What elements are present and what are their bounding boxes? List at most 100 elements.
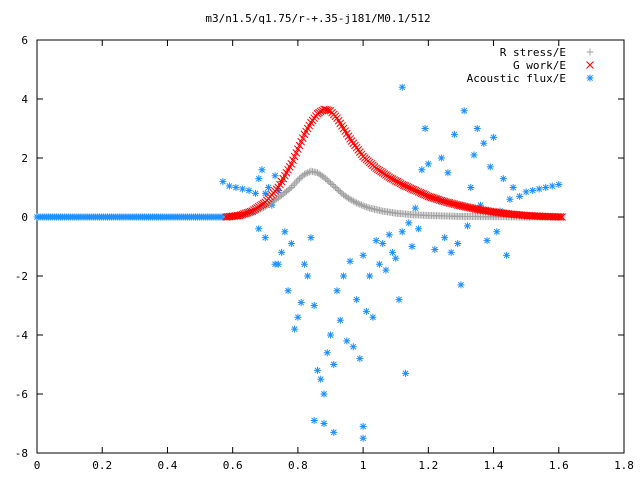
data-point (336, 188, 344, 196)
data-point (327, 331, 334, 339)
data-point (366, 272, 374, 280)
data-point (509, 184, 517, 191)
data-point (542, 184, 550, 191)
y-tick-label: 0 (21, 211, 28, 224)
data-point (372, 237, 380, 245)
data-point (331, 184, 339, 191)
data-point (385, 231, 393, 239)
data-point (556, 213, 565, 221)
data-point (558, 213, 566, 221)
data-point (359, 251, 367, 259)
data-point (437, 154, 445, 162)
data-point (353, 199, 361, 207)
data-point (313, 366, 321, 374)
data-point (346, 195, 354, 203)
data-point (499, 175, 507, 183)
data-point (330, 361, 338, 368)
x-tick-label: 1.8 (614, 459, 634, 472)
series-1 (222, 105, 566, 221)
data-point (402, 369, 410, 377)
data-point (415, 225, 423, 233)
data-point (297, 173, 305, 181)
data-point (408, 243, 416, 250)
data-point (450, 130, 458, 138)
data-point (359, 434, 367, 442)
data-point (382, 266, 390, 274)
data-point (398, 83, 406, 91)
data-point (340, 272, 348, 280)
data-point (327, 179, 334, 187)
data-point (343, 337, 351, 345)
marks (33, 83, 566, 442)
data-point (300, 260, 308, 268)
data-point (357, 201, 365, 209)
data-point (304, 169, 312, 177)
data-point (405, 219, 413, 227)
data-point (320, 390, 328, 398)
data-point (320, 173, 328, 181)
data-point (516, 192, 524, 200)
data-point (490, 133, 498, 141)
data-point (286, 185, 294, 193)
data-point (251, 189, 259, 197)
y-tick-label: -4 (15, 329, 29, 342)
data-point (232, 184, 240, 191)
data-point (255, 225, 263, 233)
data-point (333, 287, 341, 295)
x-tick-label: 0.8 (288, 459, 308, 472)
data-point (375, 260, 383, 268)
data-point (398, 228, 406, 236)
data-point (470, 151, 478, 159)
plot-frame (36, 39, 625, 454)
data-point (395, 296, 403, 304)
data-point (261, 189, 269, 197)
legend-marker (586, 48, 594, 56)
y-tick-label: 4 (21, 93, 28, 106)
data-point (281, 228, 289, 236)
data-point (503, 251, 511, 259)
data-point (361, 202, 369, 210)
data-point (444, 169, 452, 177)
x-tick-label: 0.4 (158, 459, 178, 472)
data-point (431, 245, 439, 253)
x-tick-label: 1.4 (484, 459, 504, 472)
legend-label: G work/E (513, 59, 566, 72)
y-tick-label: -6 (15, 388, 28, 401)
data-point (258, 166, 266, 174)
data-point (336, 316, 344, 324)
data-point (362, 203, 370, 211)
data-point (535, 185, 543, 193)
data-point (362, 307, 370, 315)
x-tick-label: 0 (34, 459, 41, 472)
data-point (369, 313, 377, 321)
data-point (323, 349, 331, 357)
axes: 0 0.2 0.4 0.6 0.8 1 1.2 1.4 1.6 1.8 6 4 2 0 -2 -4 -6 -8 (15, 34, 634, 472)
data-point (261, 234, 269, 242)
data-point (325, 178, 333, 186)
data-point (245, 186, 253, 194)
data-point (328, 181, 336, 189)
data-point (325, 106, 333, 115)
data-point (349, 197, 357, 205)
data-point (291, 180, 299, 188)
data-point (483, 237, 491, 245)
data-point (467, 184, 475, 191)
data-point (529, 186, 537, 194)
legend-label: R stress/E (500, 46, 566, 59)
data-point (353, 296, 361, 304)
data-point (493, 228, 501, 236)
data-point (480, 139, 488, 147)
data-point (330, 428, 338, 436)
x-tick-label: 0.2 (92, 459, 112, 472)
data-point (359, 202, 367, 210)
data-point (330, 182, 338, 190)
data-point (392, 254, 400, 262)
data-point (278, 248, 286, 256)
data-point (477, 201, 485, 209)
data-point (447, 248, 455, 256)
chart-title: m3/n1.5/q1.75/r-+.35-j181/M0.1/512 (205, 12, 430, 25)
data-point (323, 176, 331, 184)
series-2 (33, 83, 563, 442)
data-point (411, 204, 419, 212)
